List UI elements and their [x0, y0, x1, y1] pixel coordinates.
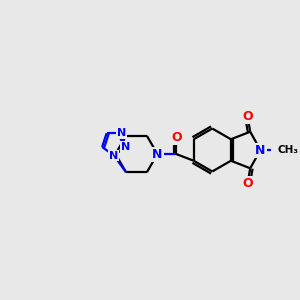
Text: N: N	[152, 148, 163, 160]
Text: O: O	[242, 110, 253, 123]
Text: N: N	[255, 143, 266, 157]
Text: O: O	[171, 131, 181, 144]
Text: N: N	[121, 142, 130, 152]
Text: CH₃: CH₃	[278, 145, 299, 155]
Text: O: O	[242, 177, 253, 190]
Text: N: N	[109, 151, 119, 160]
Text: N: N	[116, 128, 126, 138]
